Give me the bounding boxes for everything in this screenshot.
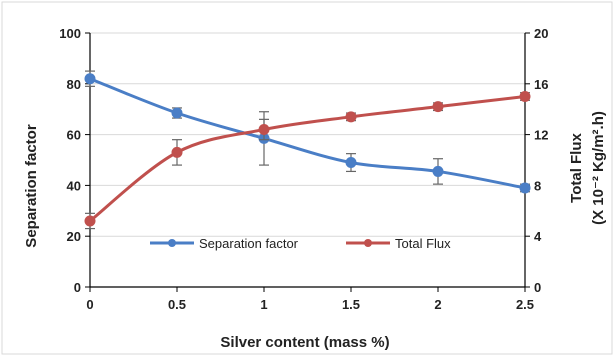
y2-tick-label: 8 xyxy=(534,178,541,193)
y2-axis-title: Total Flux xyxy=(568,132,585,202)
x-tick-label: 2.5 xyxy=(516,297,534,312)
data-point xyxy=(84,215,96,227)
y2-tick-label: 12 xyxy=(534,128,548,143)
y2-tick-label: 16 xyxy=(534,77,548,92)
data-point xyxy=(519,182,531,194)
series-layer xyxy=(84,70,531,230)
data-point xyxy=(345,111,357,123)
y2-tick-label: 20 xyxy=(534,26,548,41)
x-tick-label: 1 xyxy=(260,297,267,312)
series-total-flux xyxy=(84,91,531,230)
x-axis-title: Silver content (mass %) xyxy=(220,334,389,351)
x-tick-label: 2 xyxy=(434,297,441,312)
y-tick-label: 60 xyxy=(67,128,81,143)
y-tick-label: 80 xyxy=(67,77,81,92)
y-tick-label: 20 xyxy=(67,229,81,244)
data-point xyxy=(519,91,531,102)
series-line-total-flux xyxy=(89,95,526,223)
y2-tick-label: 4 xyxy=(534,229,542,244)
data-point xyxy=(432,101,444,113)
y2-tick-label: 0 xyxy=(534,280,541,295)
legend-marker-total-flux xyxy=(364,239,372,247)
y-tick-label: 100 xyxy=(59,26,81,41)
data-point xyxy=(432,165,444,177)
legend-label-separation-factor: Separation factor xyxy=(199,236,299,251)
legend-label-total-flux: Total Flux xyxy=(395,236,451,251)
x-tick-label: 0.5 xyxy=(168,297,186,312)
y-tick-label: 40 xyxy=(67,178,81,193)
data-point xyxy=(258,124,270,136)
axes xyxy=(85,32,530,292)
data-point xyxy=(345,157,357,169)
y-axis-title: Separation factor xyxy=(23,124,40,248)
legend: Separation factor Total Flux xyxy=(150,236,451,251)
data-point xyxy=(171,107,183,119)
data-point xyxy=(171,146,183,158)
tick-labels: 0 20 40 60 80 100 0 4 8 12 16 20 0 0.5 1 1.5 2 2.5 xyxy=(59,26,548,312)
series-separation-factor xyxy=(84,70,531,194)
y-tick-label: 0 xyxy=(74,280,81,295)
x-tick-label: 0 xyxy=(86,297,93,312)
gridlines xyxy=(90,32,525,237)
data-point xyxy=(84,73,96,85)
legend-marker-separation-factor xyxy=(168,239,176,247)
y2-axis-title-units: (X 10⁻² Kg/m².h) xyxy=(590,111,607,225)
x-tick-label: 1.5 xyxy=(342,297,360,312)
series-line-separation-factor xyxy=(89,77,526,190)
